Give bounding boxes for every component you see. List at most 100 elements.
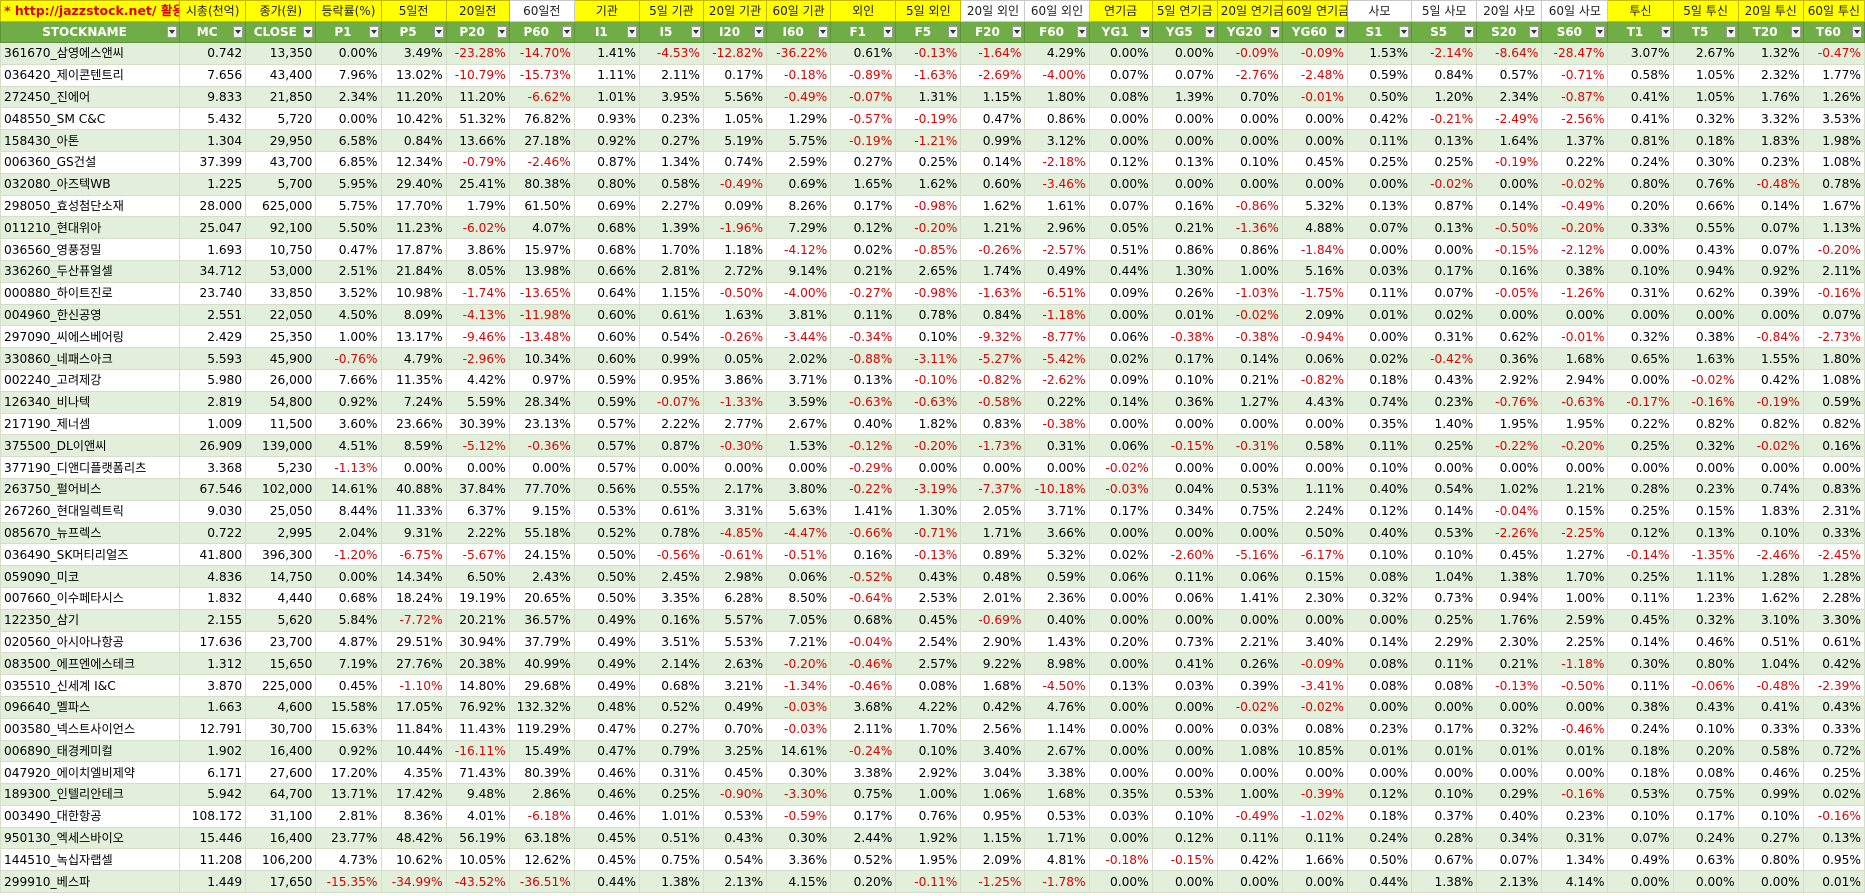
data-cell[interactable]: 0.43% <box>895 565 962 588</box>
data-cell[interactable]: 0.32% <box>1672 608 1739 632</box>
data-cell[interactable]: 0.99% <box>638 347 705 370</box>
data-cell[interactable]: 3.31% <box>702 499 768 523</box>
data-cell[interactable]: -15.73% <box>508 63 575 87</box>
data-cell[interactable]: -0.31% <box>1216 434 1283 458</box>
data-cell[interactable]: 0.00% <box>315 565 382 588</box>
data-cell[interactable]: 5,720 <box>245 107 317 131</box>
stock-name-cell[interactable]: 004960_한신공영 <box>0 303 181 327</box>
header-group-cell[interactable]: 5일 투신 <box>1672 0 1739 22</box>
data-cell[interactable]: 1.76% <box>1737 85 1804 109</box>
data-cell[interactable]: 0.87% <box>638 434 705 458</box>
data-cell[interactable]: 1.009 <box>179 412 247 436</box>
data-cell[interactable]: 0.11% <box>1346 129 1413 152</box>
data-cell[interactable]: 0.02% <box>1411 303 1478 327</box>
data-cell[interactable]: 0.92% <box>573 129 640 152</box>
data-cell[interactable]: 0.83% <box>1802 477 1865 501</box>
data-cell[interactable]: 0.46% <box>1737 761 1804 785</box>
data-cell[interactable]: 0.08% <box>1346 652 1413 676</box>
data-cell[interactable]: -0.03% <box>766 717 832 741</box>
data-cell[interactable]: -0.02% <box>1411 172 1478 196</box>
data-cell[interactable]: 0.07% <box>1346 216 1413 240</box>
data-cell[interactable]: -1.63% <box>960 281 1026 305</box>
data-cell[interactable]: 0.49% <box>1607 848 1674 872</box>
data-cell[interactable]: 0.02% <box>1088 543 1153 567</box>
data-cell[interactable]: 0.27% <box>830 150 897 174</box>
data-cell[interactable]: 0.75% <box>638 848 705 872</box>
data-cell[interactable]: -0.36% <box>508 434 575 458</box>
data-cell[interactable]: 8.44% <box>315 499 382 523</box>
data-cell[interactable]: 0.12% <box>1151 826 1218 850</box>
data-cell[interactable]: 2.24% <box>1281 499 1348 523</box>
data-cell[interactable]: 0.52% <box>638 695 705 719</box>
data-cell[interactable]: -0.30% <box>702 434 768 458</box>
data-cell[interactable]: 4,600 <box>245 695 317 719</box>
data-cell[interactable]: 0.54% <box>1411 477 1478 501</box>
data-cell[interactable]: 2.32% <box>1737 63 1804 87</box>
data-cell[interactable]: 1.15% <box>960 85 1026 109</box>
data-cell[interactable]: 0.50% <box>1346 848 1413 872</box>
data-cell[interactable]: -0.49% <box>766 85 832 109</box>
data-cell[interactable]: -0.48% <box>1737 674 1804 697</box>
column-header-s5[interactable]: S5 <box>1411 21 1478 43</box>
data-cell[interactable]: 1.68% <box>1024 783 1090 806</box>
data-cell[interactable]: 15.97% <box>508 238 575 261</box>
data-cell[interactable]: 0.42% <box>960 695 1026 719</box>
data-cell[interactable]: 36.57% <box>508 608 575 632</box>
data-cell[interactable]: -0.04% <box>1476 499 1543 523</box>
data-cell[interactable]: 0.51% <box>1088 238 1153 261</box>
data-cell[interactable]: -2.76% <box>1216 63 1283 87</box>
column-header-f5[interactable]: F5 <box>895 21 962 43</box>
header-group-cell[interactable]: 20일 기관 <box>702 0 768 22</box>
data-cell[interactable]: 14.80% <box>445 674 510 697</box>
data-cell[interactable]: 13.17% <box>380 325 447 349</box>
data-cell[interactable]: 1.04% <box>1411 565 1478 588</box>
data-cell[interactable]: 0.00% <box>1216 412 1283 436</box>
data-cell[interactable]: 0.00% <box>1281 456 1348 479</box>
data-cell[interactable]: 4.07% <box>508 216 575 240</box>
data-cell[interactable]: 10.34% <box>508 347 575 370</box>
data-cell[interactable]: -34.99% <box>380 870 447 894</box>
data-cell[interactable]: 1.11% <box>573 63 640 87</box>
table-row[interactable]: 330860_네패스아크 5.593 45,900 -0.76% 4.79% -2.96%… <box>0 347 1865 370</box>
data-cell[interactable]: 3.12% <box>1024 129 1090 152</box>
data-cell[interactable]: -0.20% <box>766 652 832 676</box>
data-cell[interactable]: 16,400 <box>245 826 317 850</box>
data-cell[interactable]: -0.98% <box>895 281 962 305</box>
data-cell[interactable]: 0.92% <box>315 390 382 414</box>
data-cell[interactable]: 0.54% <box>638 325 705 349</box>
data-cell[interactable]: 0.07% <box>1802 303 1865 327</box>
data-cell[interactable]: 11.33% <box>380 499 447 523</box>
data-cell[interactable]: 0.74% <box>1737 477 1804 501</box>
data-cell[interactable]: 0.00% <box>508 456 575 479</box>
data-cell[interactable]: 4.88% <box>1281 216 1348 240</box>
data-cell[interactable]: -1.10% <box>380 674 447 697</box>
data-cell[interactable]: 76.82% <box>508 107 575 131</box>
data-cell[interactable]: 6.58% <box>315 129 382 152</box>
data-cell[interactable]: 2.90% <box>960 630 1026 654</box>
stock-name-cell[interactable]: 375500_DL이앤씨 <box>0 434 181 458</box>
data-cell[interactable]: -2.73% <box>1802 325 1865 349</box>
data-cell[interactable]: 92,100 <box>245 216 317 240</box>
data-cell[interactable]: 1.76% <box>1476 608 1543 632</box>
data-cell[interactable]: 30,700 <box>245 717 317 741</box>
data-cell[interactable]: 0.722 <box>179 521 247 545</box>
table-row[interactable]: 032080_아즈텍WB 1.225 5,700 5.95% 29.40% 25.41% 8… <box>0 172 1865 196</box>
data-cell[interactable]: 0.46% <box>573 804 640 828</box>
data-cell[interactable]: 0.32% <box>1672 434 1739 458</box>
data-cell[interactable]: 20.21% <box>445 608 510 632</box>
data-cell[interactable]: 1.11% <box>1281 477 1348 501</box>
data-cell[interactable]: 0.34% <box>1151 499 1218 523</box>
table-row[interactable]: 122350_삼기 2.155 5,620 5.84% -7.72% 20.21% 36.5… <box>0 608 1865 632</box>
data-cell[interactable]: 625,000 <box>245 194 317 218</box>
filter-dropdown-icon[interactable] <box>691 26 701 38</box>
data-cell[interactable]: 0.07% <box>1088 194 1153 218</box>
data-cell[interactable]: 119.29% <box>508 717 575 741</box>
data-cell[interactable]: 2.27% <box>638 194 705 218</box>
data-cell[interactable]: 0.45% <box>1476 543 1543 567</box>
data-cell[interactable]: 0.36% <box>1476 347 1543 370</box>
data-cell[interactable]: 0.10% <box>1737 521 1804 545</box>
stock-name-cell[interactable]: 059090_미코 <box>0 565 181 588</box>
data-cell[interactable]: 0.01% <box>1476 739 1543 763</box>
data-cell[interactable]: 0.00% <box>1088 107 1153 131</box>
filter-dropdown-icon[interactable] <box>1464 26 1475 38</box>
